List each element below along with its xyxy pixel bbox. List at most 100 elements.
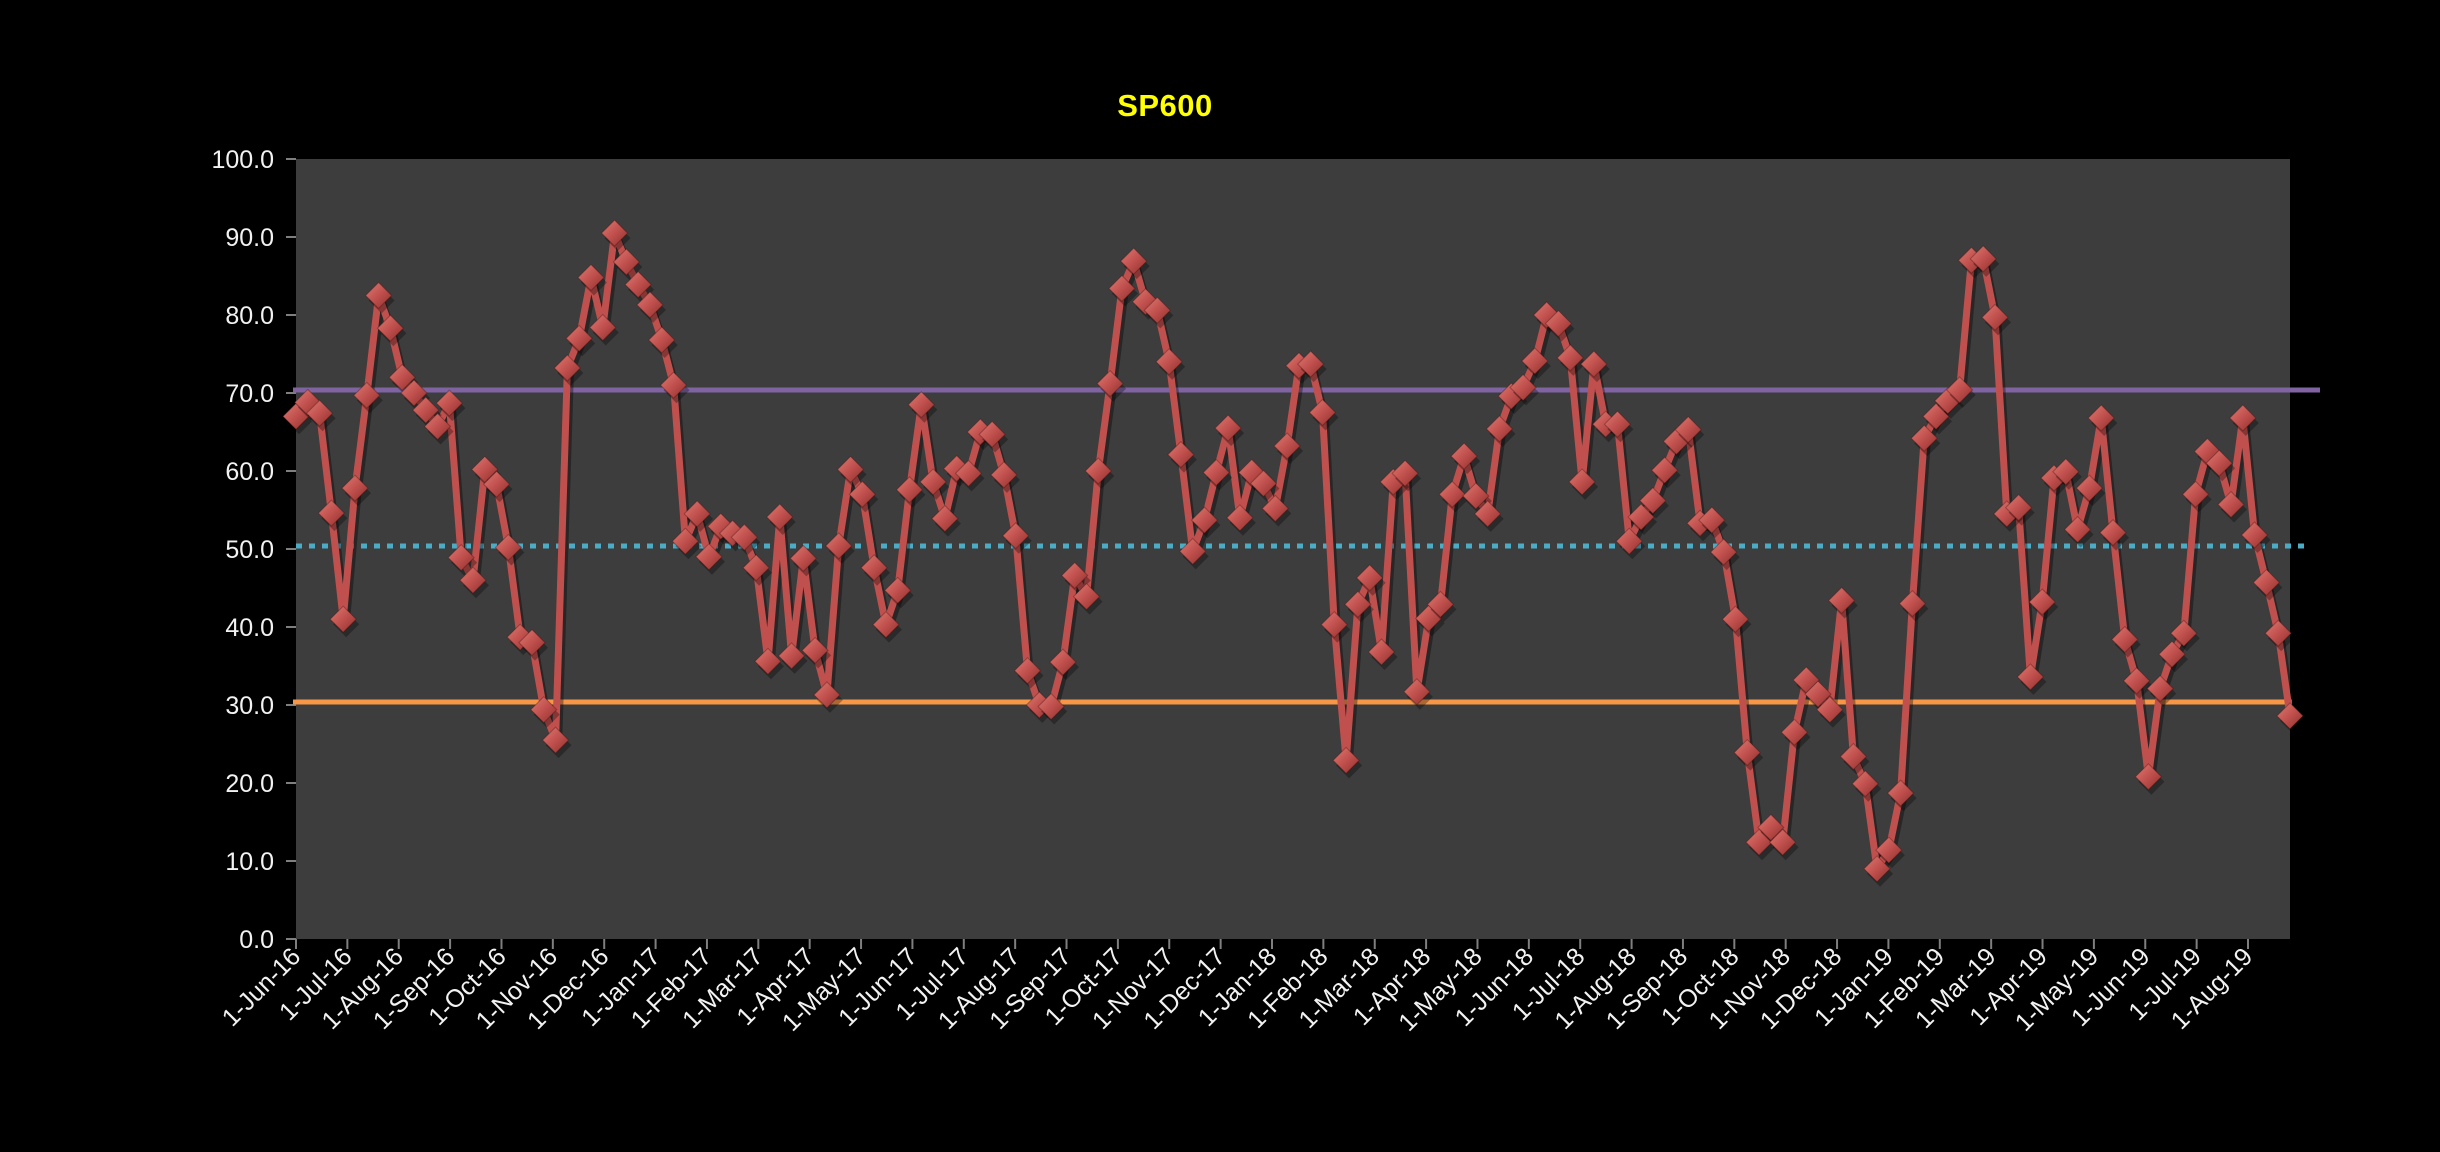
data-point-marker [2028, 588, 2056, 616]
data-point-marker [978, 420, 1006, 449]
data-point-marker [919, 468, 947, 496]
data-point-marker [565, 324, 593, 353]
data-point-marker [2252, 568, 2281, 597]
data-point-marker [388, 363, 416, 392]
data-point-marker [1320, 610, 1349, 639]
data-point-marker [1780, 718, 1809, 747]
data-point-marker [884, 576, 912, 605]
data-point-marker [636, 291, 664, 319]
y-axis-label: 70.0 [225, 380, 274, 408]
data-point-marker [612, 248, 641, 276]
data-point-marker [754, 647, 782, 676]
data-point-marker [459, 566, 487, 594]
data-point-marker [683, 500, 711, 528]
data-point-marker [671, 527, 700, 555]
data-point-marker [1839, 742, 1868, 771]
data-point-marker [1898, 589, 1927, 618]
data-point-marker [1308, 398, 1337, 427]
data-point-marker [423, 412, 452, 441]
data-point-marker [1709, 538, 1738, 566]
data-point-marker [848, 480, 877, 509]
data-point-marker [1473, 500, 1502, 528]
data-point-marker [435, 389, 464, 417]
data-point-marker [931, 504, 959, 533]
y-axis-label: 10.0 [225, 848, 274, 876]
data-point-marker [1072, 582, 1101, 611]
y-axis-label: 40.0 [225, 614, 274, 642]
data-point-marker [2229, 404, 2257, 432]
data-point-marker [1403, 678, 1431, 706]
data-point-marker [813, 681, 841, 709]
data-point-marker [2205, 449, 2233, 477]
data-point-marker [1296, 350, 1325, 378]
data-point-marker [730, 523, 759, 552]
y-axis-label: 30.0 [225, 692, 274, 720]
data-point-marker [1768, 828, 1797, 856]
data-point-marker [624, 270, 652, 299]
data-point-marker [1391, 459, 1419, 488]
data-point-marker [1108, 274, 1136, 303]
data-point-marker [659, 371, 688, 399]
data-point-marker [1143, 296, 1172, 325]
data-point-marker [1804, 680, 1832, 708]
data-point-marker [954, 459, 983, 488]
data-point-marker [1886, 779, 1915, 807]
data-point-marker [317, 499, 346, 527]
data-point-marker [907, 390, 936, 419]
data-point-marker [1061, 561, 1089, 590]
data-point-marker [1155, 348, 1183, 376]
data-point-marker [1851, 770, 1879, 798]
data-point-marker [2052, 458, 2080, 486]
data-point-marker [341, 474, 369, 502]
plot-area [296, 159, 2290, 939]
data-point-marker [2264, 619, 2292, 647]
data-point-marker [2217, 490, 2245, 519]
data-point-marker [1757, 813, 1785, 842]
data-point-marker [895, 476, 924, 504]
data-point-marker [648, 326, 676, 354]
data-point-marker [376, 314, 405, 342]
data-point-marker [801, 636, 829, 665]
data-point-marker [2181, 480, 2210, 509]
data-point-marker [447, 543, 475, 572]
data-point-marker [1615, 527, 1643, 555]
data-point-marker [1355, 564, 1384, 592]
data-point-marker [777, 642, 806, 670]
data-point-marker [1969, 245, 1997, 273]
data-point-marker [860, 554, 888, 582]
data-point-marker [1332, 746, 1360, 775]
data-point-marker [1922, 402, 1950, 431]
data-point-marker [1580, 350, 1608, 378]
data-point-marker [305, 399, 334, 427]
data-point-marker [1226, 504, 1254, 532]
data-point-marker [990, 461, 1018, 489]
data-point-marker [1037, 692, 1065, 721]
data-point-marker [1556, 344, 1584, 372]
y-axis-label: 20.0 [225, 770, 274, 798]
data-point-marker [825, 532, 853, 560]
data-point-marker [1214, 414, 1242, 442]
data-point-marker [1167, 440, 1195, 469]
data-point-marker [1013, 656, 1042, 685]
data-point-marker [1438, 480, 1466, 509]
data-point-marker [789, 544, 818, 573]
data-point-marker [1261, 494, 1290, 523]
data-point-marker [471, 455, 499, 484]
data-point-marker [742, 554, 770, 582]
data-point-marker [2075, 474, 2104, 502]
data-point-marker [1945, 376, 1974, 404]
data-point-marker [1816, 695, 1844, 724]
data-point-marker [872, 610, 900, 639]
data-point-marker [589, 313, 617, 342]
data-point-marker [2063, 515, 2092, 544]
data-point-marker [2146, 674, 2174, 703]
data-point-marker [1344, 590, 1372, 619]
data-point-marker [2134, 763, 2163, 791]
data-point-marker [577, 263, 605, 292]
data-point-marker [1190, 506, 1219, 534]
data-point-marker [1179, 537, 1207, 566]
data-point-marker [2193, 437, 2222, 466]
data-point-marker [518, 628, 546, 657]
data-point-marker [412, 396, 440, 424]
